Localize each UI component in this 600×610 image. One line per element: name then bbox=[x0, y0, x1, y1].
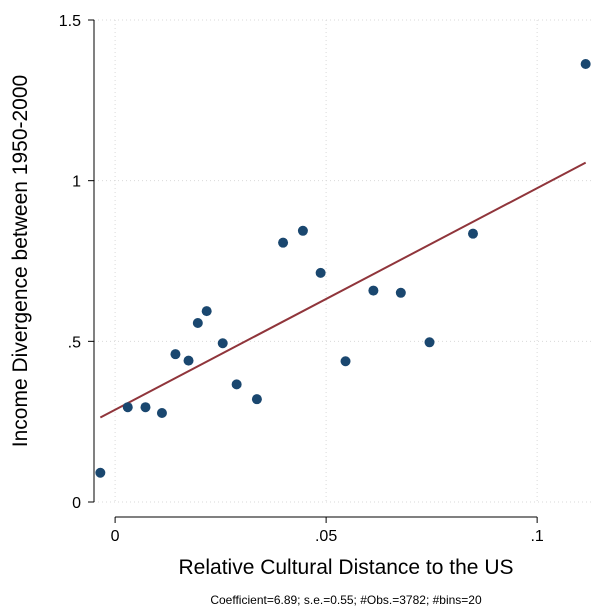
data-point bbox=[278, 237, 289, 248]
y-gridlines bbox=[94, 19, 592, 503]
data-point bbox=[340, 356, 351, 367]
chart-note: Coefficient=6.89; s.e.=0.55; #Obs.=3782;… bbox=[210, 593, 482, 607]
data-point bbox=[368, 285, 379, 296]
fit-line bbox=[99, 161, 587, 419]
y-axis-title: Income Divergence between 1950-2000 bbox=[9, 75, 32, 447]
data-point bbox=[140, 402, 151, 413]
data-point bbox=[467, 228, 478, 239]
data-point bbox=[424, 337, 435, 348]
data-point bbox=[170, 349, 181, 360]
x-gridlines bbox=[114, 20, 538, 502]
x-axis-title: Relative Cultural Distance to the US bbox=[179, 556, 514, 579]
data-point bbox=[580, 59, 591, 70]
data-point bbox=[95, 467, 106, 478]
y-tick-label: 1 bbox=[72, 174, 81, 191]
x-axis-ticks: 0 .05 .1 bbox=[111, 517, 544, 545]
x-tick-label: 0 bbox=[111, 528, 120, 545]
y-tick-label: 0 bbox=[72, 495, 81, 512]
data-point bbox=[251, 394, 262, 405]
x-tick-label: .05 bbox=[315, 528, 337, 545]
y-axis-ticks: 0 .5 1 1.5 bbox=[59, 13, 94, 512]
data-point bbox=[183, 355, 194, 366]
data-points bbox=[95, 59, 591, 478]
data-point bbox=[231, 379, 242, 390]
data-point bbox=[201, 306, 212, 317]
data-point bbox=[122, 402, 133, 413]
data-point bbox=[297, 225, 308, 236]
data-point bbox=[217, 338, 228, 349]
data-point bbox=[395, 287, 406, 298]
data-point bbox=[156, 407, 167, 418]
data-point bbox=[192, 318, 203, 329]
y-tick-label: 1.5 bbox=[59, 13, 81, 30]
x-tick-label: .1 bbox=[530, 528, 543, 545]
data-point bbox=[315, 267, 326, 278]
y-tick-label: .5 bbox=[68, 334, 81, 351]
